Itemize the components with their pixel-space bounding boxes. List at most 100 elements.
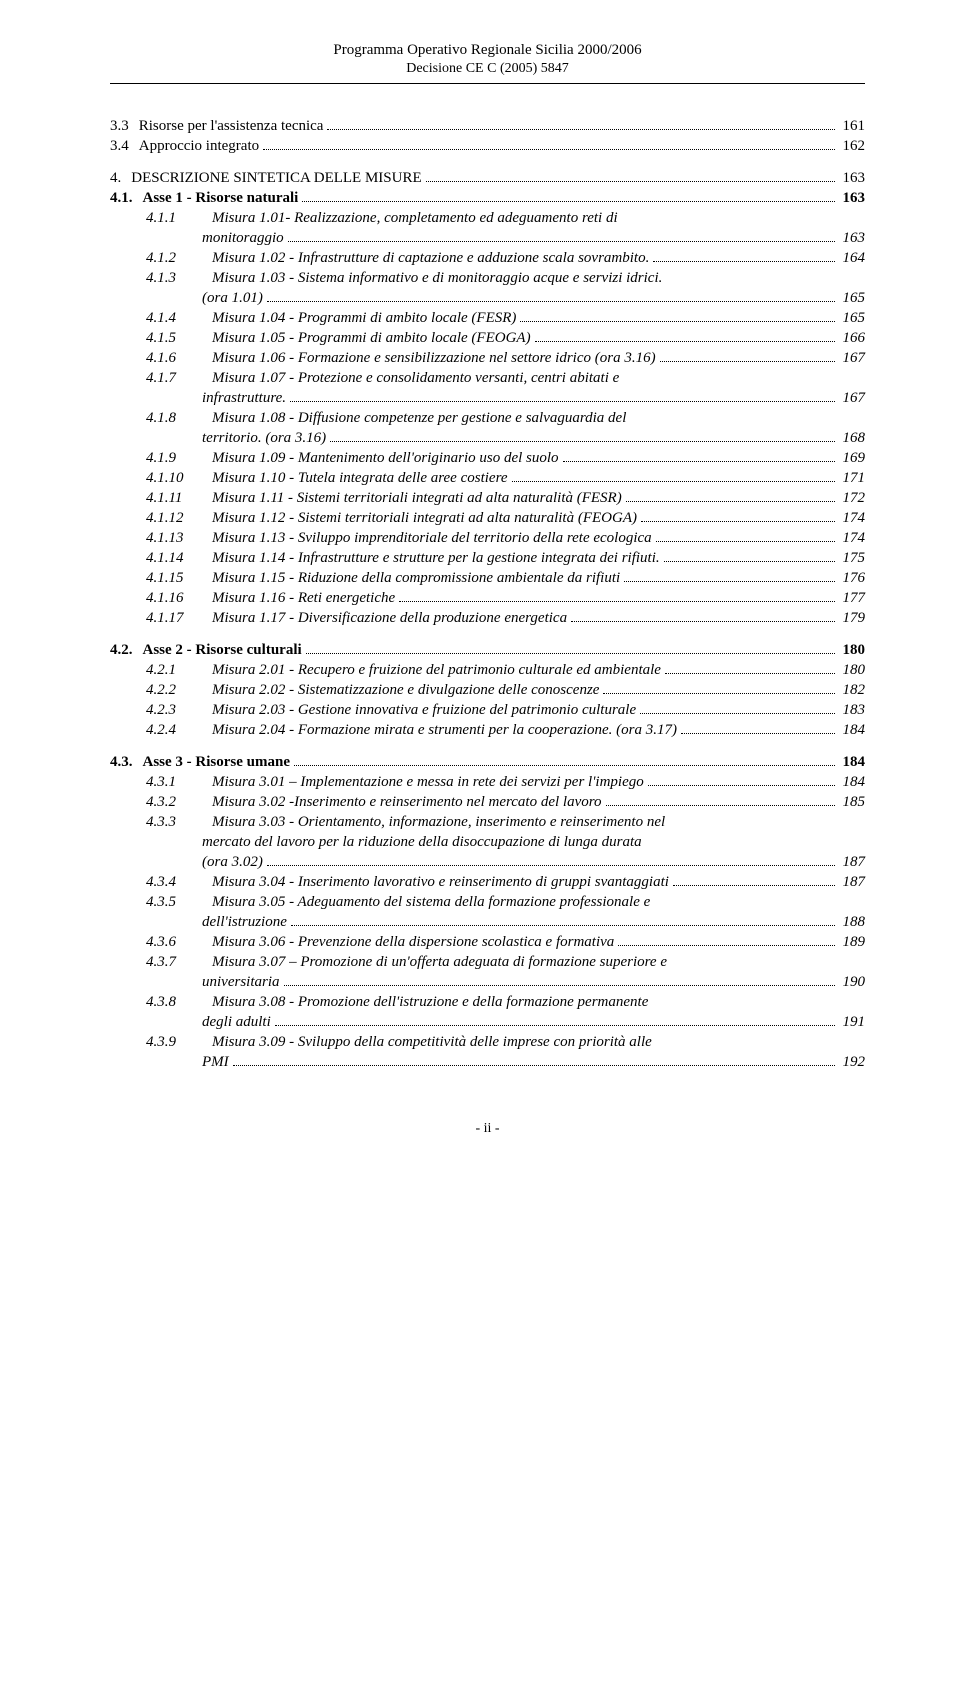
toc-number: 4.1.13 [146,530,212,547]
toc-page: 163 [839,230,866,247]
toc-title-line1: Misura 3.08 - Promozione dell'istruzione… [212,994,648,1011]
header-title: Programma Operativo Regionale Sicilia 20… [110,40,865,60]
toc-title: Risorse per l'assistenza tecnica [139,118,324,135]
leader-dots [284,985,835,986]
toc-entry: 4.1.10Misura 1.10 - Tutela integrata del… [146,470,865,487]
toc-title-line1: Misura 3.07 – Promozione di un'offerta a… [212,954,667,971]
toc-page: 176 [839,570,866,587]
toc-number: 4.2.2 [146,682,212,699]
toc-number: 4.1.9 [146,450,212,467]
page-number: - ii - [475,1121,499,1136]
leader-dots [520,321,834,322]
toc-entry: 4.3.Asse 3 - Risorse umane184 [110,754,865,771]
leader-dots [535,341,835,342]
leader-dots [563,461,835,462]
leader-dots [665,673,835,674]
toc-page: 189 [839,934,866,951]
toc-number: 4.2.1 [146,662,212,679]
toc-entry: 4.3.8Misura 3.08 - Promozione dell'istru… [146,994,865,1011]
toc-title-line2: infrastrutture. [202,390,286,407]
toc-number: 4.2.3 [146,702,212,719]
toc-title: Misura 1.02 - Infrastrutture di captazio… [212,250,649,267]
toc-title-line3: (ora 3.02) [202,854,263,871]
toc-entry-continuation: universitaria190 [202,974,865,991]
toc-title: Asse 2 - Risorse culturali [143,642,302,659]
leader-dots [263,149,834,150]
leader-dots [327,129,834,130]
leader-dots [641,521,835,522]
toc-title-line2: dell'istruzione [202,914,287,931]
toc-page: 167 [839,350,866,367]
toc-page: 188 [839,914,866,931]
toc-entry: 4.3.2Misura 3.02 -Inserimento e reinseri… [146,794,865,811]
toc-number: 4.2. [110,642,143,659]
toc-number: 4.3.8 [146,994,212,1011]
leader-dots [302,201,834,202]
toc-entry: 4.1.14Misura 1.14 - Infrastrutture e str… [146,550,865,567]
toc-entry: 4.1.3Misura 1.03 - Sistema informativo e… [146,270,865,287]
toc-title: Misura 1.06 - Formazione e sensibilizzaz… [212,350,656,367]
document-page: Programma Operativo Regionale Sicilia 20… [0,0,960,1177]
toc-title: Asse 3 - Risorse umane [143,754,291,771]
toc-page: 180 [839,662,866,679]
toc-page: 165 [839,290,866,307]
toc-page: 167 [839,390,866,407]
table-of-contents: 3.3Risorse per l'assistenza tecnica1613.… [110,118,865,1071]
leader-dots [512,481,835,482]
toc-number: 4.1.15 [146,570,212,587]
toc-page: 171 [839,470,866,487]
toc-title-line1: Misura 1.07 - Protezione e consolidament… [212,370,619,387]
leader-dots [648,785,835,786]
toc-page: 175 [839,550,866,567]
toc-title-line2: universitaria [202,974,280,991]
toc-entry: 4.1.13Misura 1.13 - Sviluppo imprenditor… [146,530,865,547]
leader-dots [664,561,835,562]
toc-page: 174 [839,530,866,547]
toc-title-line1: Misura 1.08 - Diffusione competenze per … [212,410,626,427]
leader-dots [624,581,834,582]
toc-title: Misura 1.13 - Sviluppo imprenditoriale d… [212,530,652,547]
toc-entry: 4.1.4Misura 1.04 - Programmi di ambito l… [146,310,865,327]
toc-entry: 4.1.5Misura 1.05 - Programmi di ambito l… [146,330,865,347]
toc-number: 4.1. [110,190,143,207]
toc-title: Misura 2.03 - Gestione innovativa e frui… [212,702,636,719]
toc-entry: 4.2.3Misura 2.03 - Gestione innovativa e… [146,702,865,719]
toc-title-line1: Misura 3.05 - Adeguamento del sistema de… [212,894,650,911]
toc-number: 4.1.16 [146,590,212,607]
toc-title-line1: Misura 1.03 - Sistema informativo e di m… [212,270,662,287]
toc-title: Misura 1.10 - Tutela integrata delle are… [212,470,508,487]
toc-title: Misura 1.11 - Sistemi territoriali integ… [212,490,622,507]
toc-entry: 4.1.12Misura 1.12 - Sistemi territoriali… [146,510,865,527]
toc-page: 182 [839,682,866,699]
toc-page: 184 [839,774,866,791]
leader-dots [399,601,834,602]
toc-entry: 4.3.6Misura 3.06 - Prevenzione della dis… [146,934,865,951]
toc-entry: 3.4Approccio integrato162 [110,138,865,155]
toc-title: Misura 1.17 - Diversificazione della pro… [212,610,567,627]
toc-page: 184 [839,722,866,739]
leader-dots [603,693,834,694]
page-footer: - ii - [110,1121,865,1137]
toc-entry: 4.3.4Misura 3.04 - Inserimento lavorativ… [146,874,865,891]
toc-number: 4.1.1 [146,210,212,227]
toc-title: Misura 3.06 - Prevenzione della dispersi… [212,934,614,951]
toc-entry: 4.1.6Misura 1.06 - Formazione e sensibil… [146,350,865,367]
toc-entry: 4.1.16Misura 1.16 - Reti energetiche177 [146,590,865,607]
toc-page: 179 [839,610,866,627]
toc-entry: 4.3.9Misura 3.09 - Sviluppo della compet… [146,1034,865,1051]
toc-title-line2: (ora 1.01) [202,290,263,307]
toc-title-line2: mercato del lavoro per la riduzione dell… [202,834,642,851]
toc-number: 4.2.4 [146,722,212,739]
toc-page: 183 [839,702,866,719]
toc-page: 185 [839,794,866,811]
toc-entry: 4.1.2Misura 1.02 - Infrastrutture di cap… [146,250,865,267]
toc-title: Asse 1 - Risorse naturali [143,190,299,207]
toc-page: 187 [839,854,866,871]
toc-page: 163 [839,170,866,187]
leader-dots [330,441,834,442]
toc-entry-continuation: PMI192 [202,1054,865,1071]
toc-entry: 4.2.1Misura 2.01 - Recupero e fruizione … [146,662,865,679]
toc-entry: 4.1.7Misura 1.07 - Protezione e consolid… [146,370,865,387]
toc-number: 4.3.6 [146,934,212,951]
toc-page: 162 [839,138,866,155]
